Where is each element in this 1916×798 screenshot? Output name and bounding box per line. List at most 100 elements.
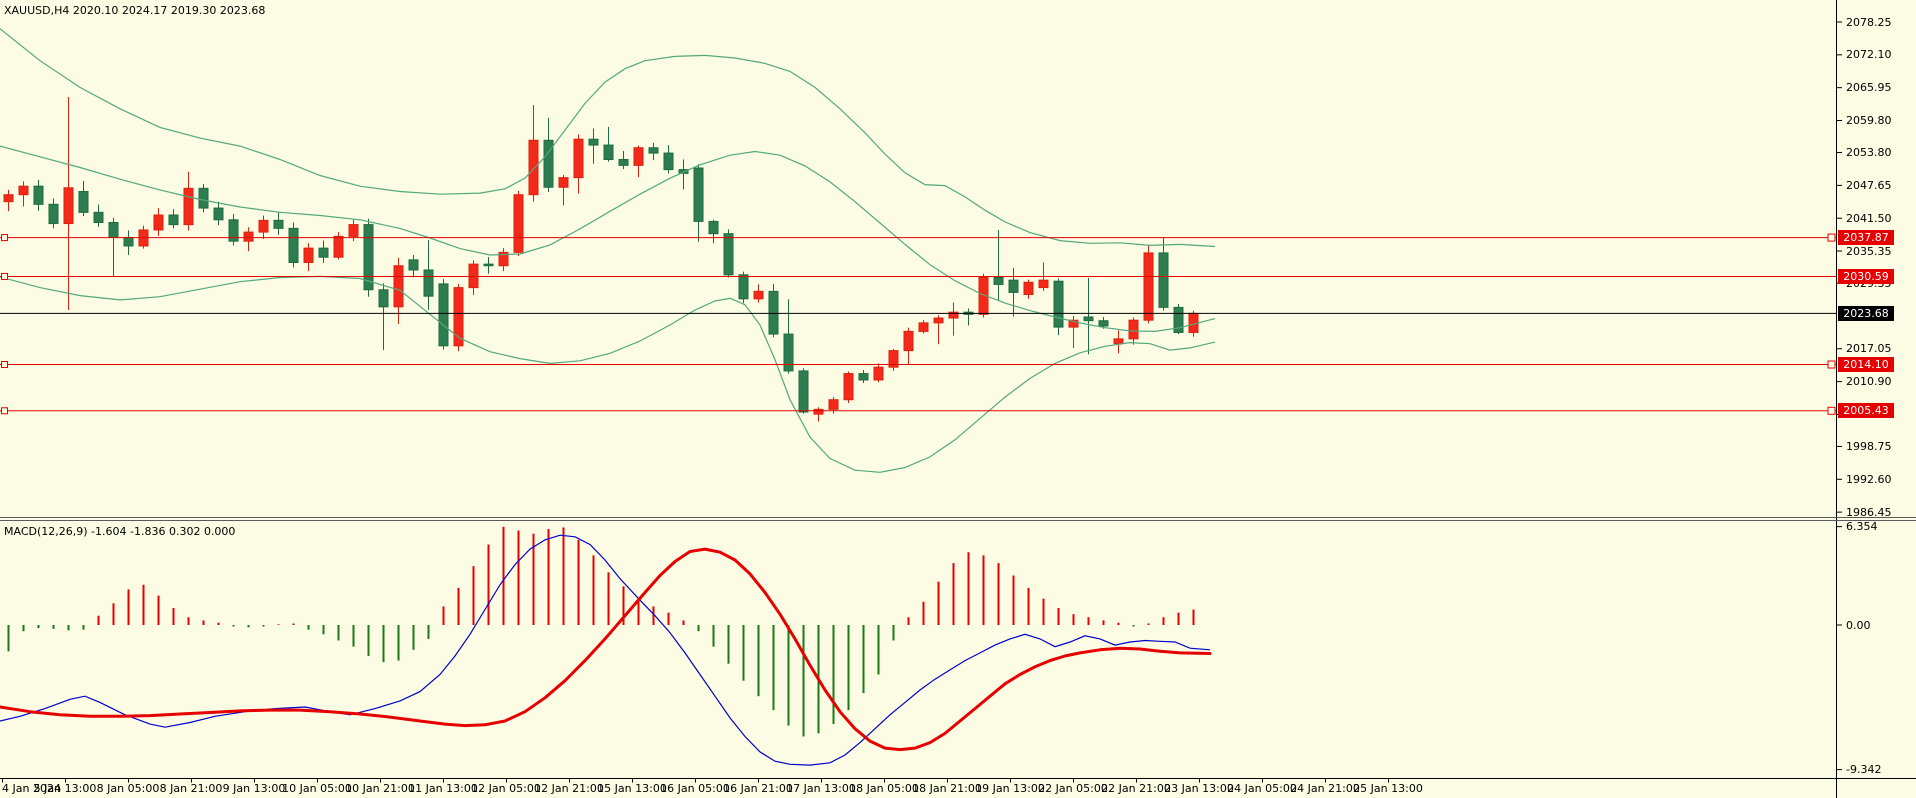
candle-bearish bbox=[273, 219, 284, 229]
price-line-left-handle[interactable] bbox=[1, 407, 8, 415]
candle-bearish bbox=[693, 167, 704, 222]
candle-bullish bbox=[243, 231, 254, 242]
candle-bullish bbox=[1038, 279, 1049, 289]
candle-bullish bbox=[1128, 319, 1139, 340]
candle-bullish bbox=[558, 177, 569, 188]
candle-bearish bbox=[708, 220, 719, 235]
macd-indicator-panel[interactable] bbox=[0, 522, 1836, 778]
time-axis-label: 22 Jan 21:00 bbox=[1101, 782, 1171, 795]
macd-scale-label: 6.354 bbox=[1846, 520, 1878, 534]
candle-bearish bbox=[48, 203, 59, 225]
candle-bullish bbox=[348, 224, 359, 237]
time-axis-label: 19 Jan 13:00 bbox=[975, 782, 1045, 795]
time-axis-label: 24 Jan 21:00 bbox=[1290, 782, 1360, 795]
candle-bearish bbox=[1008, 279, 1019, 293]
price-line-axis-handle[interactable] bbox=[1827, 360, 1836, 369]
price-axis-label: 2078.25 bbox=[1846, 15, 1892, 29]
candle-bullish bbox=[528, 139, 539, 196]
time-axis-label: 12 Jan 05:00 bbox=[471, 782, 541, 795]
candle-bullish bbox=[453, 287, 464, 347]
time-axis-label: 8 Jan 05:00 bbox=[96, 782, 160, 795]
price-axis-label: 1998.75 bbox=[1846, 439, 1892, 453]
time-axis-label: 15 Jan 13:00 bbox=[597, 782, 667, 795]
candle-bullish bbox=[258, 219, 269, 233]
candle-bullish bbox=[888, 350, 899, 368]
candle-bullish bbox=[498, 251, 509, 267]
candle-bullish bbox=[18, 185, 29, 196]
candle-bearish bbox=[318, 247, 329, 258]
time-axis-label: 10 Jan 21:00 bbox=[345, 782, 415, 795]
time-axis-label: 18 Jan 05:00 bbox=[849, 782, 919, 795]
candle-bearish bbox=[993, 276, 1004, 285]
macd-indicator-label: MACD(12,26,9) -1.604 -1.836 0.302 0.000 bbox=[4, 525, 236, 538]
price-line-left-handle[interactable] bbox=[1, 234, 8, 242]
price-axis-label: 1986.45 bbox=[1846, 505, 1892, 519]
price-line-left-handle[interactable] bbox=[1, 360, 8, 368]
time-axis-label: 22 Jan 05:00 bbox=[1038, 782, 1108, 795]
price-line-label: 2030.59 bbox=[1838, 268, 1894, 284]
candle-bullish bbox=[753, 290, 764, 300]
price-axis-label: 2059.80 bbox=[1846, 114, 1892, 127]
time-axis-label: 18 Jan 21:00 bbox=[912, 782, 982, 795]
candle-bullish bbox=[828, 399, 839, 410]
candle-bearish bbox=[783, 333, 794, 372]
price-axis-label: 2041.50 bbox=[1846, 211, 1892, 225]
candle-bearish bbox=[483, 263, 494, 267]
price-axis-label: 2017.05 bbox=[1846, 342, 1892, 356]
macd-scale-label: 0.00 bbox=[1846, 618, 1871, 632]
main-chart-panel[interactable] bbox=[0, 0, 1836, 518]
candle-bearish bbox=[168, 214, 179, 226]
candle-bullish bbox=[918, 322, 929, 332]
candle-bearish bbox=[228, 219, 239, 242]
time-axis-label: 17 Jan 13:00 bbox=[786, 782, 856, 795]
macd-scale-label: -9.342 bbox=[1846, 763, 1882, 777]
candle-bearish bbox=[363, 224, 374, 291]
macd-signal-line bbox=[0, 547, 1212, 752]
price-axis-label: 2035.35 bbox=[1846, 244, 1892, 258]
price-axis-label: 2072.10 bbox=[1846, 48, 1892, 62]
candle-bullish bbox=[903, 330, 914, 352]
price-axis-label: 2010.90 bbox=[1846, 375, 1892, 389]
candle-bullish bbox=[948, 311, 959, 319]
bollinger-upper-band bbox=[0, 28, 1216, 248]
candle-bullish bbox=[1068, 319, 1079, 328]
candle-bullish bbox=[153, 214, 164, 231]
price-line-label: 2005.43 bbox=[1838, 403, 1894, 419]
candle-bullish bbox=[813, 408, 824, 415]
price-line-left-handle[interactable] bbox=[1, 272, 8, 280]
candle-bearish bbox=[288, 227, 299, 264]
price-line-axis-handle[interactable] bbox=[1827, 406, 1836, 415]
candle-bullish bbox=[303, 247, 314, 264]
time-axis-label: 16 Jan 05:00 bbox=[660, 782, 730, 795]
bollinger-lower-band bbox=[0, 275, 1216, 473]
candle-bearish bbox=[738, 274, 749, 300]
candle-bullish bbox=[468, 263, 479, 289]
price-axis-label: 2065.95 bbox=[1846, 81, 1892, 95]
time-axis-label: 4 Jan 2024 bbox=[2, 782, 61, 795]
time-axis-label: 12 Jan 21:00 bbox=[534, 782, 604, 795]
candle-bearish bbox=[423, 269, 434, 297]
candle-bullish bbox=[63, 187, 74, 225]
candle-bearish bbox=[618, 158, 629, 166]
candle-bullish bbox=[183, 187, 194, 226]
candle-bullish bbox=[333, 235, 344, 258]
time-axis-label: 10 Jan 05:00 bbox=[282, 782, 352, 795]
candle-bearish bbox=[408, 259, 419, 271]
candle-bullish bbox=[3, 194, 14, 203]
time-axis-label: 25 Jan 13:00 bbox=[1353, 782, 1423, 795]
time-axis-label: 8 Jan 21:00 bbox=[159, 782, 223, 795]
candle-bullish bbox=[933, 317, 944, 324]
candle-bullish bbox=[573, 138, 584, 179]
time-axis-label: 23 Jan 13:00 bbox=[1164, 782, 1234, 795]
candle-bullish bbox=[1023, 281, 1034, 296]
candle-bearish bbox=[213, 207, 224, 221]
candle-bearish bbox=[78, 191, 89, 213]
candle-bearish bbox=[1158, 252, 1169, 308]
price-line-axis-handle[interactable] bbox=[1827, 233, 1836, 242]
time-axis-label: 24 Jan 05:00 bbox=[1227, 782, 1297, 795]
candle-bearish bbox=[603, 144, 614, 160]
price-line-label: 2037.87 bbox=[1838, 230, 1894, 246]
time-axis-label: 16 Jan 21:00 bbox=[723, 782, 793, 795]
